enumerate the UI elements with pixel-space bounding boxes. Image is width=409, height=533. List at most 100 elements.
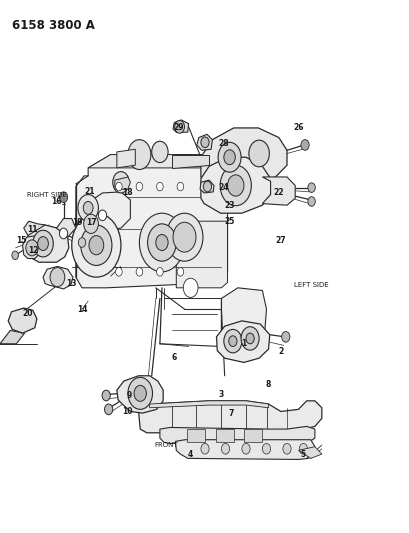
Circle shape bbox=[78, 238, 85, 247]
Text: 15: 15 bbox=[16, 237, 27, 245]
Circle shape bbox=[83, 201, 93, 214]
Text: 13: 13 bbox=[66, 279, 77, 288]
Text: 23: 23 bbox=[224, 201, 234, 209]
Circle shape bbox=[78, 195, 98, 221]
Polygon shape bbox=[298, 447, 321, 458]
Circle shape bbox=[136, 182, 142, 191]
Polygon shape bbox=[221, 288, 266, 346]
Text: 6158 3800 A: 6158 3800 A bbox=[12, 19, 95, 31]
Circle shape bbox=[155, 235, 168, 251]
Circle shape bbox=[81, 225, 112, 265]
Circle shape bbox=[115, 182, 122, 191]
Polygon shape bbox=[56, 219, 76, 237]
Circle shape bbox=[227, 175, 243, 196]
Circle shape bbox=[174, 120, 184, 133]
Circle shape bbox=[221, 443, 229, 454]
Circle shape bbox=[177, 182, 183, 191]
Polygon shape bbox=[0, 330, 25, 344]
Text: 20: 20 bbox=[22, 309, 33, 318]
Text: 21: 21 bbox=[84, 188, 94, 196]
Polygon shape bbox=[27, 225, 69, 262]
Circle shape bbox=[177, 268, 183, 276]
Circle shape bbox=[12, 251, 18, 260]
Circle shape bbox=[307, 183, 315, 192]
Circle shape bbox=[299, 443, 307, 454]
Circle shape bbox=[83, 214, 98, 233]
Circle shape bbox=[300, 140, 308, 150]
Text: 18: 18 bbox=[121, 189, 132, 197]
Polygon shape bbox=[176, 221, 227, 288]
Polygon shape bbox=[117, 376, 163, 413]
Text: 19: 19 bbox=[72, 219, 83, 227]
Text: LEFT SIDE: LEFT SIDE bbox=[294, 282, 328, 288]
Circle shape bbox=[240, 327, 258, 350]
Circle shape bbox=[200, 137, 209, 148]
Circle shape bbox=[147, 224, 176, 261]
Circle shape bbox=[102, 390, 110, 401]
Polygon shape bbox=[262, 177, 294, 205]
Circle shape bbox=[50, 268, 65, 287]
Polygon shape bbox=[215, 429, 233, 442]
Circle shape bbox=[134, 385, 146, 401]
Polygon shape bbox=[196, 134, 212, 150]
Circle shape bbox=[38, 237, 48, 251]
Circle shape bbox=[139, 213, 184, 272]
Circle shape bbox=[112, 172, 129, 193]
Text: 25: 25 bbox=[224, 217, 234, 225]
Polygon shape bbox=[76, 155, 227, 288]
Circle shape bbox=[26, 240, 38, 256]
Circle shape bbox=[59, 192, 67, 203]
Text: 3: 3 bbox=[218, 390, 223, 399]
Text: 12: 12 bbox=[28, 246, 39, 255]
Polygon shape bbox=[216, 321, 269, 362]
Text: 2: 2 bbox=[278, 348, 283, 356]
Circle shape bbox=[228, 336, 236, 346]
Text: 24: 24 bbox=[218, 183, 228, 192]
Polygon shape bbox=[149, 401, 268, 408]
Text: 5: 5 bbox=[300, 450, 305, 458]
Text: 7: 7 bbox=[228, 409, 234, 417]
Circle shape bbox=[281, 332, 289, 342]
Circle shape bbox=[166, 213, 202, 261]
Text: 27: 27 bbox=[275, 237, 285, 245]
Polygon shape bbox=[172, 155, 209, 168]
Polygon shape bbox=[200, 180, 213, 193]
Text: 8: 8 bbox=[265, 381, 271, 389]
Circle shape bbox=[241, 443, 249, 454]
Polygon shape bbox=[8, 308, 37, 333]
Circle shape bbox=[98, 210, 106, 221]
Polygon shape bbox=[244, 429, 262, 442]
Polygon shape bbox=[43, 266, 73, 289]
Text: 11: 11 bbox=[27, 225, 38, 233]
Circle shape bbox=[183, 278, 198, 297]
Text: 1: 1 bbox=[241, 340, 246, 348]
Text: 16: 16 bbox=[51, 197, 62, 206]
Text: 14: 14 bbox=[76, 305, 87, 313]
Polygon shape bbox=[175, 440, 314, 459]
Text: 6: 6 bbox=[171, 353, 176, 361]
Circle shape bbox=[248, 140, 269, 167]
Circle shape bbox=[115, 268, 122, 276]
Circle shape bbox=[104, 404, 112, 415]
Text: 10: 10 bbox=[121, 407, 132, 416]
Text: 26: 26 bbox=[292, 124, 303, 132]
Circle shape bbox=[33, 230, 53, 257]
Polygon shape bbox=[22, 236, 41, 259]
Text: 4: 4 bbox=[188, 450, 193, 458]
Circle shape bbox=[156, 182, 163, 191]
Circle shape bbox=[200, 443, 209, 454]
Circle shape bbox=[128, 377, 152, 409]
Circle shape bbox=[173, 222, 196, 252]
Polygon shape bbox=[88, 192, 130, 230]
Text: 9: 9 bbox=[126, 391, 131, 400]
Circle shape bbox=[245, 333, 254, 344]
Text: FRONT: FRONT bbox=[154, 442, 178, 448]
Text: 28: 28 bbox=[218, 140, 228, 148]
Text: 22: 22 bbox=[273, 189, 283, 197]
Polygon shape bbox=[138, 401, 321, 433]
Circle shape bbox=[89, 236, 103, 255]
Circle shape bbox=[282, 443, 290, 454]
Polygon shape bbox=[117, 149, 135, 168]
Circle shape bbox=[262, 443, 270, 454]
Polygon shape bbox=[200, 128, 286, 181]
